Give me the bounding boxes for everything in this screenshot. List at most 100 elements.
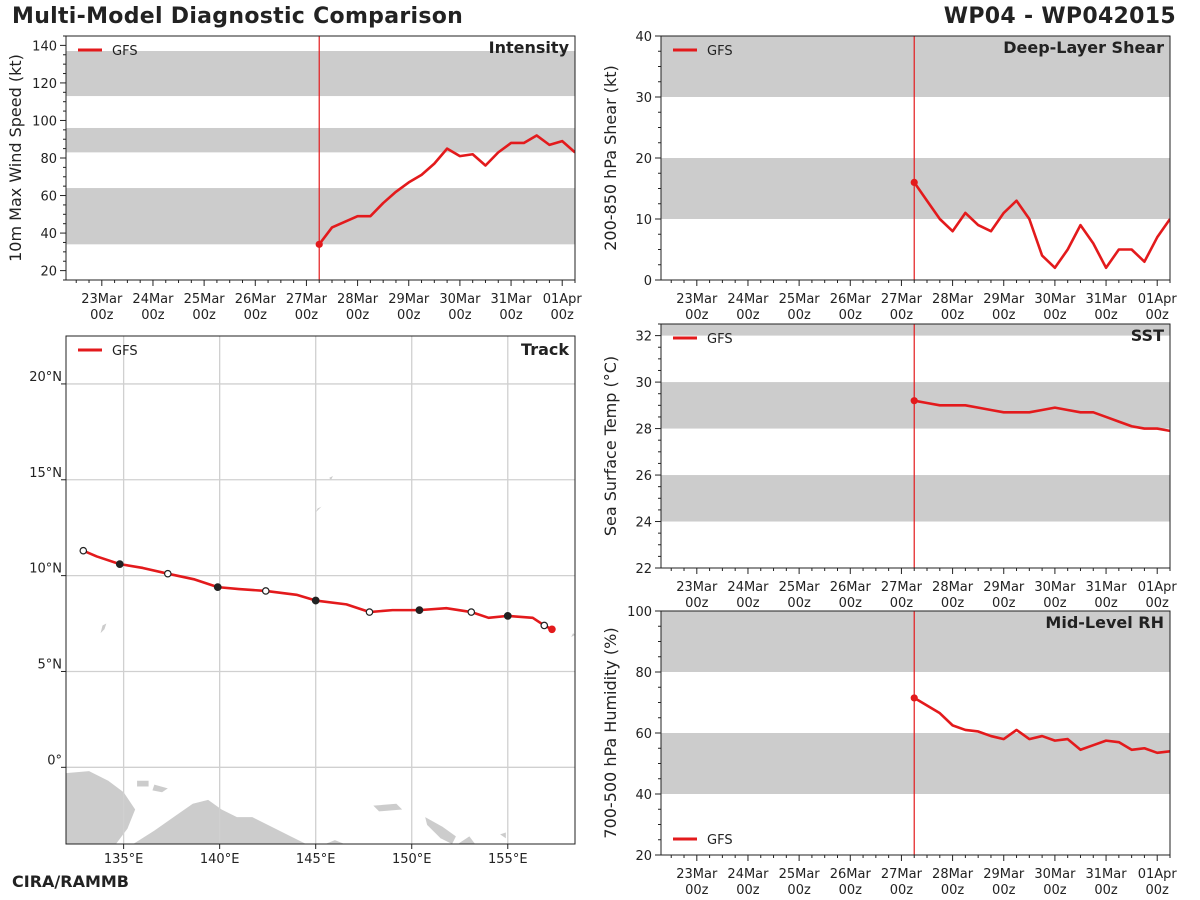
longitude-label: 140°E [200, 852, 240, 867]
x-tick-label: 28Mar [932, 867, 974, 882]
threshold-band [661, 475, 1170, 522]
panel-title: Deep-Layer Shear [1003, 38, 1164, 57]
latitude-label: 5°N [38, 657, 63, 672]
x-tick-label: 27Mar [881, 867, 923, 882]
threshold-band [66, 188, 575, 245]
y-tick-label: 80 [635, 666, 652, 681]
threshold-band [66, 51, 575, 97]
x-tick-label: 31Mar [1086, 292, 1128, 307]
track-init-point [548, 625, 556, 634]
series-line-gfs [913, 181, 1170, 270]
x-tick-label: 28Mar [337, 292, 379, 307]
x-tick-label: 31Mar [491, 292, 533, 307]
page-title: Multi-Model Diagnostic Comparison [12, 4, 464, 29]
x-tick-label: 27Mar [286, 292, 328, 307]
x-tick-label: 24Mar [132, 292, 174, 307]
x-tick-sublabel: 00z [1146, 883, 1170, 898]
land-mass [500, 832, 506, 839]
y-tick-label: 120 [32, 77, 57, 92]
track-point-12z [540, 621, 549, 630]
threshold-band [661, 158, 1170, 219]
x-tick-label: 28Mar [932, 580, 974, 595]
panel-title: Track [521, 340, 569, 359]
y-tick-label: 28 [635, 423, 652, 438]
x-tick-label: 25Mar [779, 580, 821, 595]
land-mass [329, 475, 333, 480]
y-tick-label: 20 [635, 849, 652, 864]
x-tick-label: 25Mar [779, 867, 821, 882]
y-tick-label: 40 [635, 30, 652, 45]
track-point-12z [79, 546, 88, 555]
y-axis-label: Sea Surface Temp (°C) [601, 356, 620, 536]
series-line-gfs [913, 696, 1170, 755]
x-tick-sublabel: 00z [346, 308, 370, 323]
x-tick-label: 31Mar [1086, 867, 1128, 882]
y-tick-label: 100 [32, 114, 57, 129]
rh-panel: 2040608010023Mar00z24Mar00z25Mar00z26Mar… [601, 605, 1177, 898]
x-tick-sublabel: 00z [1146, 596, 1170, 611]
x-tick-sublabel: 00z [295, 308, 319, 323]
track-point-12z [365, 608, 374, 616]
y-tick-label: 60 [635, 727, 652, 742]
x-tick-label: 26Mar [830, 867, 872, 882]
y-tick-label: 80 [40, 152, 57, 167]
x-tick-label: 23Mar [81, 292, 123, 307]
x-tick-label: 29Mar [388, 292, 430, 307]
latitude-label: 10°N [29, 562, 62, 577]
track-point-00z [311, 596, 320, 605]
init-point [910, 694, 918, 702]
track-point-00z [115, 560, 124, 569]
y-tick-label: 32 [635, 330, 652, 345]
x-tick-label: 29Mar [983, 580, 1025, 595]
y-axis-label: 10m Max Wind Speed (kt) [6, 54, 25, 262]
y-tick-label: 24 [635, 516, 652, 531]
longitude-label: 150°E [392, 852, 432, 867]
track-point-00z [415, 606, 424, 615]
x-tick-sublabel: 00z [787, 596, 811, 611]
x-tick-sublabel: 00z [192, 308, 216, 323]
x-tick-sublabel: 00z [499, 308, 523, 323]
latitude-label: 15°N [29, 466, 62, 481]
x-tick-sublabel: 00z [992, 883, 1016, 898]
sst-panel: 22242628303223Mar00z24Mar00z25Mar00z26Ma… [601, 323, 1177, 611]
track-line-gfs [82, 549, 553, 631]
x-tick-label: 26Mar [830, 292, 872, 307]
x-tick-sublabel: 00z [1146, 308, 1170, 323]
x-tick-label: 25Mar [779, 292, 821, 307]
y-tick-label: 0 [644, 274, 652, 289]
series-line-gfs [913, 399, 1170, 433]
shear-panel: 01020304023Mar00z24Mar00z25Mar00z26Mar00… [601, 30, 1177, 323]
x-tick-sublabel: 00z [941, 308, 965, 323]
y-tick-label: 26 [635, 469, 652, 484]
init-point [910, 178, 918, 186]
storm-id: WP04 - WP042015 [943, 4, 1176, 29]
land-mass [315, 506, 322, 513]
y-tick-label: 22 [635, 562, 652, 577]
x-tick-sublabel: 00z [685, 308, 709, 323]
threshold-band [661, 382, 1170, 429]
y-tick-label: 140 [32, 39, 57, 54]
x-tick-sublabel: 00z [941, 596, 965, 611]
y-tick-label: 20 [40, 265, 57, 280]
x-tick-label: 29Mar [983, 292, 1025, 307]
y-tick-label: 100 [627, 605, 652, 620]
x-tick-sublabel: 00z [992, 308, 1016, 323]
land-mass [571, 633, 575, 637]
x-tick-sublabel: 00z [787, 308, 811, 323]
legend-label: GFS [707, 332, 733, 347]
threshold-band [66, 127, 575, 153]
x-tick-label: 26Mar [830, 580, 872, 595]
x-tick-label: 30Mar [1034, 867, 1076, 882]
x-tick-sublabel: 00z [448, 308, 472, 323]
x-tick-label: 28Mar [932, 292, 974, 307]
land-mass [325, 840, 345, 844]
land-mass [100, 623, 107, 634]
land-mass [457, 836, 476, 844]
plot-frame [65, 335, 576, 845]
y-tick-label: 30 [635, 376, 652, 391]
y-tick-label: 60 [40, 190, 57, 205]
panel-title: SST [1131, 326, 1164, 345]
track-point-00z [503, 611, 512, 620]
x-tick-label: 01Apr [1138, 292, 1178, 307]
x-tick-sublabel: 00z [1043, 308, 1067, 323]
